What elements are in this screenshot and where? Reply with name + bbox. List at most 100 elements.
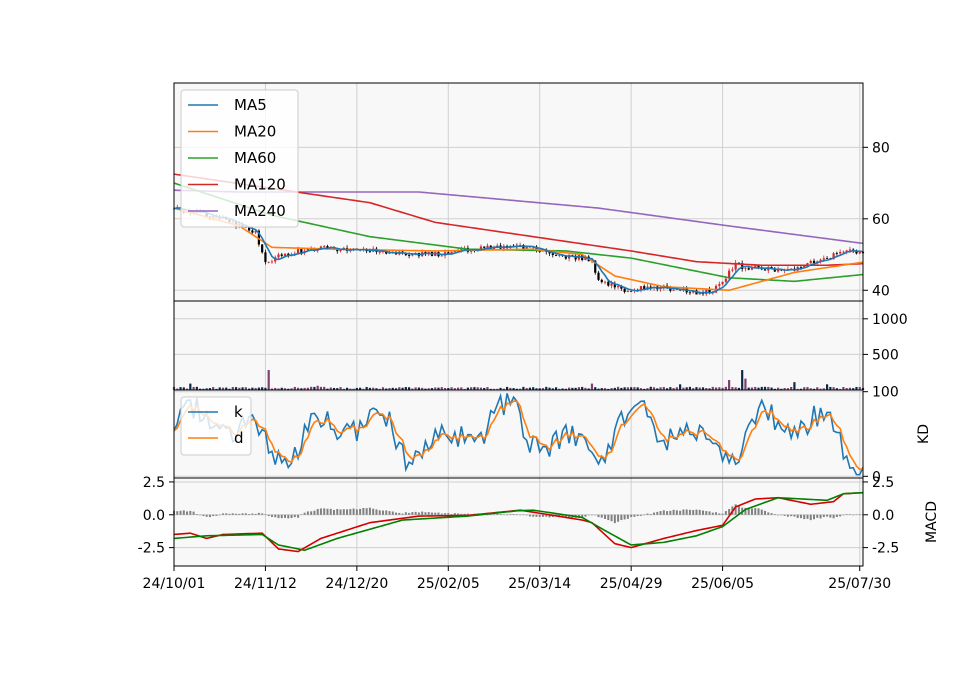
volume-bar	[685, 387, 688, 390]
y-tick-label: 60	[872, 212, 890, 228]
macd-histogram-bar	[235, 513, 238, 515]
volume-bar	[394, 388, 398, 390]
volume-bar	[398, 387, 401, 390]
macd-histogram-bar	[401, 513, 404, 515]
candle-body	[763, 269, 767, 271]
macd-histogram-bar	[724, 511, 727, 515]
y-tick-label: 80	[872, 140, 890, 156]
volume-bar	[522, 386, 525, 390]
macd-histogram-bar	[711, 512, 714, 515]
macd-histogram-bar	[803, 514, 806, 520]
volume-bar	[714, 387, 718, 390]
volume-bar	[767, 386, 770, 390]
volume-bar	[825, 384, 829, 390]
volume-bar	[695, 387, 698, 390]
volume-bar	[734, 387, 737, 390]
volume-bar	[564, 388, 567, 390]
macd-histogram-bar	[186, 511, 189, 515]
candle-body	[812, 260, 816, 264]
macd-histogram-bar	[215, 514, 218, 516]
macd-histogram-bar	[310, 511, 313, 515]
volume-bar	[688, 386, 692, 390]
volume-bar	[280, 387, 283, 390]
volume-bar	[505, 386, 509, 390]
volume-bar	[427, 388, 430, 390]
candle-body	[551, 253, 554, 256]
macd-histogram-bar	[414, 511, 417, 515]
macd-histogram-bar	[721, 513, 724, 515]
candle-body	[336, 249, 339, 252]
y-tick-label: 2.5	[143, 475, 165, 491]
volume-bar	[486, 387, 489, 390]
volume-bar	[417, 387, 421, 390]
macd-histogram-bar	[333, 509, 336, 515]
macd-histogram-bar	[378, 510, 381, 515]
candle-body	[486, 245, 489, 248]
macd-histogram-bar	[316, 509, 319, 515]
macd-histogram-bar	[359, 508, 362, 515]
candle-body	[809, 260, 812, 264]
volume-bar	[603, 388, 607, 390]
volume-bar	[424, 388, 427, 390]
x-tick-label: 25/07/30	[828, 576, 891, 592]
volume-bar	[626, 387, 629, 390]
macd-histogram-bar	[277, 514, 280, 519]
volume-bar	[705, 388, 708, 390]
volume-bar	[616, 386, 620, 390]
candle-body	[277, 254, 280, 258]
macd-histogram-bar	[218, 514, 221, 516]
macd-histogram-bar	[708, 511, 711, 515]
candle-body	[623, 288, 626, 292]
macd-histogram-bar	[666, 511, 669, 515]
candle-body	[852, 249, 855, 251]
candle-body	[339, 249, 342, 252]
volume-bar	[496, 388, 499, 390]
volume-bar	[760, 386, 763, 390]
volume-bar	[189, 383, 192, 390]
volume-bar	[711, 386, 714, 390]
macd-histogram-bar	[698, 509, 701, 515]
macd-histogram-bar	[672, 509, 675, 515]
macd-histogram-bar	[695, 509, 698, 515]
macd-histogram-bar	[777, 514, 780, 516]
candle-body	[280, 254, 283, 256]
macd-histogram-bar	[368, 507, 371, 515]
macd-histogram-bar	[450, 514, 453, 515]
macd-histogram-bar	[303, 512, 306, 515]
macd-histogram-bar	[362, 507, 365, 515]
macd-histogram-bar	[411, 512, 414, 515]
macd-histogram-bar	[669, 510, 672, 515]
volume-bar	[447, 388, 450, 390]
volume-bar	[185, 388, 189, 390]
volume-bar	[786, 388, 789, 390]
volume-bar	[381, 387, 385, 390]
candle-body	[741, 263, 744, 269]
candle-body	[264, 252, 267, 263]
macd-histogram-bar	[502, 514, 505, 516]
macd-histogram-bar	[417, 512, 420, 515]
macd-histogram-bar	[408, 512, 411, 515]
macd-histogram-bar	[176, 511, 179, 515]
volume-bar	[443, 387, 447, 390]
macd-histogram-bar	[842, 514, 845, 516]
volume-bar	[515, 388, 518, 390]
macd-histogram-bar	[757, 508, 760, 515]
volume-bar	[620, 387, 623, 390]
macd-histogram-bar	[257, 512, 260, 515]
macd-histogram-bar	[718, 513, 721, 515]
volume-bar	[541, 388, 545, 390]
candle-body	[803, 265, 806, 268]
macd-histogram-bar	[444, 513, 447, 515]
candle-body	[434, 252, 437, 257]
macd-histogram-bar	[506, 514, 509, 516]
volume-bar	[365, 387, 368, 390]
macd-histogram-bar	[773, 514, 776, 515]
macd-histogram-bar	[421, 511, 424, 515]
candle-body	[845, 250, 848, 252]
volume-bar	[594, 387, 597, 390]
macd-histogram-bar	[682, 509, 685, 515]
macd-histogram-bar	[427, 512, 430, 515]
panel-background-volume	[174, 301, 863, 390]
macd-histogram-bar	[381, 510, 384, 515]
x-tick-label: 25/04/29	[600, 576, 663, 592]
